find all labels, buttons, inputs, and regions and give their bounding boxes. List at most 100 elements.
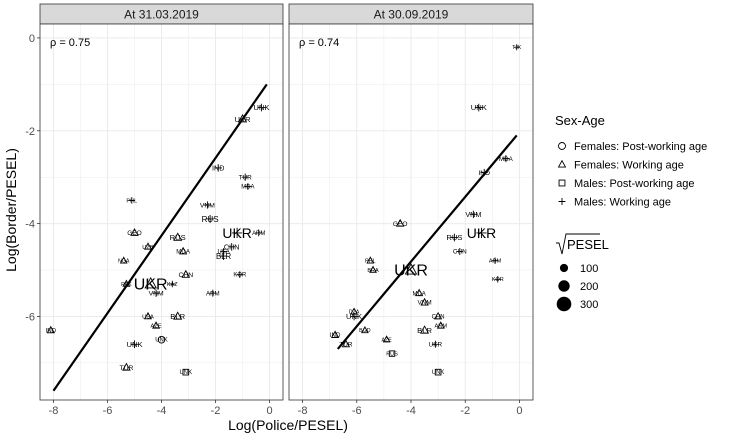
- point-label: IND: [46, 328, 57, 335]
- data-point: [203, 201, 212, 209]
- point-label: PHL: [126, 198, 137, 204]
- data-point: [143, 311, 153, 320]
- point-label: IND: [212, 163, 224, 172]
- data-point: [231, 227, 243, 239]
- x-tick-label: -6: [352, 405, 362, 417]
- panel-border: [288, 23, 534, 401]
- grid: [289, 24, 533, 400]
- point-label: VNM: [465, 210, 481, 219]
- point-label: CHN: [178, 272, 193, 279]
- panel-border: [39, 23, 284, 401]
- point-label: BGD: [359, 328, 371, 334]
- legend: Sex-Age Females: Post-working age Females…: [555, 113, 707, 312]
- point-label: UZB: [142, 245, 154, 251]
- data-point: [143, 242, 153, 250]
- data-point: [130, 228, 139, 236]
- point-label: UNK: [180, 370, 193, 376]
- data-point: [157, 335, 166, 344]
- data-point: [369, 265, 378, 273]
- point-label: UKR: [429, 342, 443, 349]
- legend-label: Females: Working age: [574, 160, 684, 172]
- point-label: IND: [330, 332, 341, 339]
- panel-march-2019: At 31.03.2019 -8 -6 -4 -2 0 0 -2 -4 -6 ρ = 0.75 UKR…: [25, 3, 284, 417]
- data-point: [209, 289, 217, 297]
- data-point: [181, 269, 191, 278]
- data-point: [257, 103, 266, 112]
- x-tick-label: 0: [516, 405, 522, 417]
- point-label: RUS: [170, 233, 186, 242]
- point-label: BLR: [216, 252, 232, 261]
- data-point: [128, 197, 136, 204]
- data-point: [341, 339, 351, 348]
- point-label: UNK: [155, 338, 168, 344]
- point-label: AZE: [151, 324, 162, 330]
- panel-strip-title: At 30.09.2019: [374, 8, 449, 22]
- legend-key-circle: [558, 142, 566, 150]
- data-point: [436, 321, 445, 329]
- legend-label: Females: Post-working age: [574, 141, 707, 153]
- point-label: ARM: [489, 259, 502, 265]
- data-point: [469, 210, 478, 219]
- data-point: [244, 183, 252, 190]
- data-point: [152, 289, 160, 297]
- point-label: GEO: [127, 230, 142, 237]
- data-point: [169, 280, 176, 288]
- data-point: [395, 218, 405, 227]
- data-point: [144, 276, 157, 289]
- data-point: [206, 214, 215, 223]
- legend-size-dot: [556, 296, 572, 312]
- point-label: UNK: [346, 312, 362, 321]
- point-label: BLR: [170, 312, 185, 321]
- data-point: [173, 232, 183, 241]
- legend-size-dot: [558, 280, 570, 292]
- legend-size-value: 100: [580, 263, 598, 275]
- point-label: UNK: [471, 103, 487, 112]
- data-point: [502, 155, 510, 163]
- point-label: MDA: [176, 249, 191, 256]
- y-tick-label: -2: [25, 126, 35, 138]
- point-label: TUR: [339, 342, 352, 349]
- regression-line: [52, 83, 268, 392]
- data-point: [241, 173, 249, 181]
- data-point: [366, 256, 375, 264]
- y-tick-label: -4: [25, 219, 35, 231]
- data-point: [220, 248, 227, 255]
- point-label: CHN: [453, 249, 467, 256]
- data-point: [450, 233, 459, 242]
- data-point: [474, 103, 483, 112]
- point-label: AZE: [381, 338, 392, 344]
- panel-strip-title: At 31.03.2019: [124, 8, 199, 22]
- point-label: BRA: [367, 268, 379, 274]
- point-label: BLR: [417, 326, 432, 335]
- point-label: MDA: [241, 185, 254, 191]
- point-label: UNK: [432, 370, 445, 376]
- point-label: UKR: [134, 277, 168, 294]
- data-point: [456, 247, 464, 255]
- point-label: TUR: [239, 174, 252, 181]
- legend-size-value: 200: [580, 281, 598, 293]
- data-point: [388, 350, 396, 357]
- point-label: UKR: [394, 263, 428, 280]
- data-point: [330, 330, 340, 338]
- data-point: [119, 256, 128, 264]
- data-point: [178, 246, 188, 255]
- x-axis-title: Log(Police/PESEL): [228, 417, 348, 433]
- data-point: [122, 362, 131, 371]
- point-label: USA: [142, 314, 154, 320]
- data-point: [237, 114, 248, 123]
- data-point: [513, 44, 520, 51]
- point-label: KOR: [492, 277, 504, 283]
- data-point: [420, 297, 429, 306]
- data-point: [227, 243, 236, 251]
- x-tick-label: -8: [49, 405, 59, 417]
- x-tick-label: -8: [298, 405, 308, 417]
- point-label: VNM: [200, 202, 215, 209]
- data-point: [182, 368, 190, 376]
- rho-label: ρ = 0.74: [299, 37, 339, 49]
- data-point: [476, 227, 487, 239]
- data-point: [415, 288, 424, 297]
- point-label: USA: [217, 250, 229, 256]
- data-point: [494, 276, 501, 283]
- point-label: RUS: [386, 352, 398, 358]
